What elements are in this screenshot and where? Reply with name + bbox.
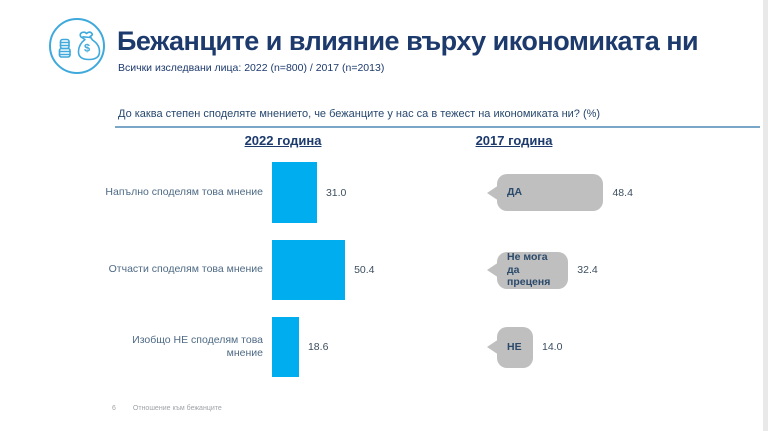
value-label: 50.4 [354, 264, 375, 276]
bubble-row-2017-yes: ДА 48.4 [487, 162, 757, 223]
page-number: 6 [112, 405, 116, 412]
speech-bubble: НЕ [497, 326, 533, 368]
category-label: ДА [507, 186, 523, 199]
footer: 6 Отношение към бежанците [112, 405, 222, 412]
bar-row-2022-partly-agree: Отчасти споделям това мнение 50.4 [100, 240, 440, 300]
speech-bubble: ДА [497, 174, 604, 211]
sample-subtitle: Всички изследвани лица: 2022 (n=800) / 2… [118, 62, 385, 74]
bar-row-2022-fully-agree: Напълно споделям това мнение 31.0 [100, 162, 440, 223]
bubble-row-2017-no: НЕ 14.0 [487, 317, 757, 377]
bubble-tail [487, 184, 499, 201]
category-label: Отчасти споделям това мнение [108, 263, 263, 276]
footer-text: Отношение към бежанците [132, 405, 222, 412]
category-label: НЕ [507, 340, 522, 353]
value-label: 48.4 [612, 186, 633, 199]
category-label: Не мога да преценя [507, 251, 551, 289]
bar [272, 240, 346, 300]
bar [272, 317, 299, 377]
bubble-tail [487, 339, 499, 355]
value-label: 18.6 [307, 341, 329, 353]
category-label: Изобщо НЕ споделям това мнение [132, 333, 263, 359]
bubble-tail [487, 262, 499, 278]
question-text: До каква степен споделяте мнението, че б… [118, 108, 601, 120]
page-title: Бежанците и влияние върху икономиката ни [117, 26, 699, 56]
column-header-2017: 2017 година [475, 133, 553, 148]
window-edge [763, 0, 768, 431]
category-label: Напълно споделям това мнение [105, 185, 263, 198]
column-header-2022: 2022 година [244, 133, 322, 148]
value-label: 32.4 [577, 264, 598, 276]
value-label: 14.0 [542, 341, 563, 353]
bubble-row-2017-cannot-judge: Не мога да преценя 32.4 [487, 240, 757, 300]
bar [272, 162, 317, 223]
speech-bubble: Не мога да преценя [497, 251, 569, 289]
svg-text:$: $ [84, 43, 90, 55]
money-bag-icon: $ [47, 16, 107, 76]
value-label: 31.0 [325, 186, 347, 199]
bar-row-2022-disagree: Изобщо НЕ споделям това мнение 18.6 [100, 317, 440, 377]
divider-line [115, 126, 760, 128]
